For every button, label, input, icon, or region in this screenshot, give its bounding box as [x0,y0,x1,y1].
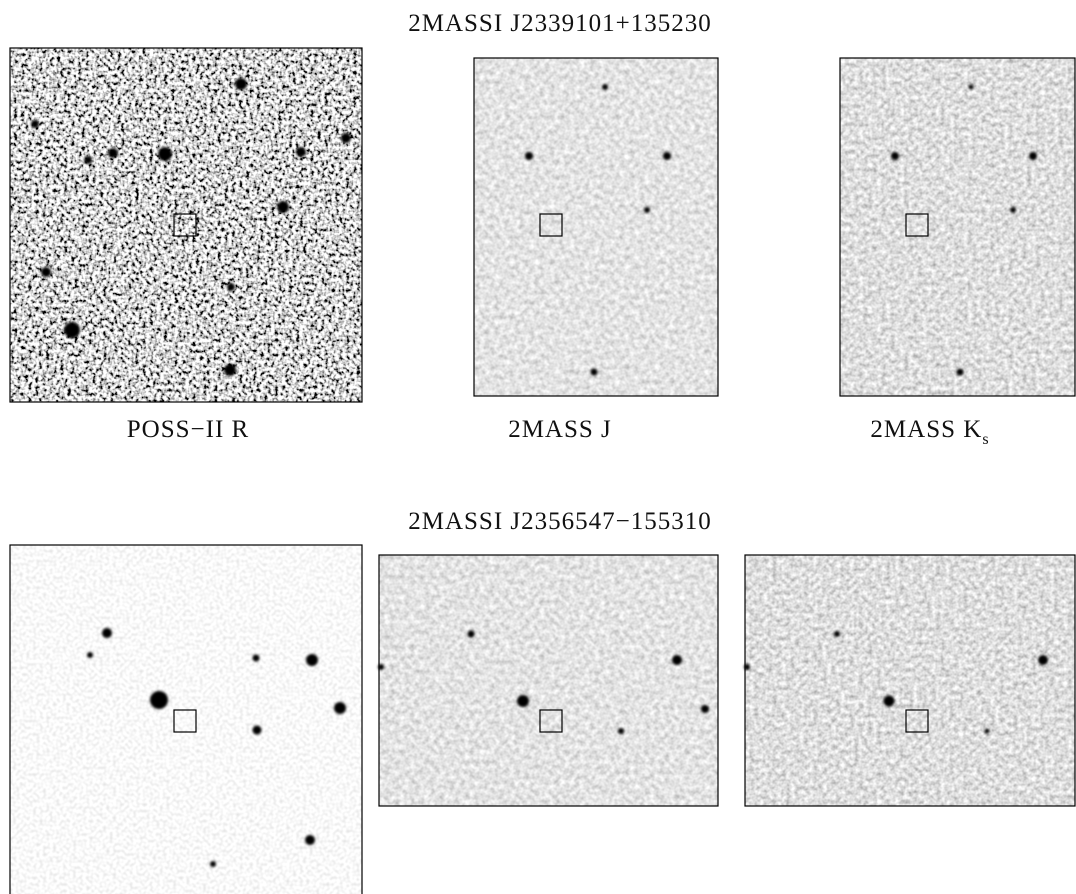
panel-label: POSS−II R [127,416,249,443]
image-2mass-ks [744,555,1075,806]
label-main: 2MASS K [870,416,982,443]
panel-label: 2MASS Ks [870,416,989,448]
image-2mass-j [474,58,718,396]
image-poss [10,48,362,402]
panel-title: 2MASSI J2356547−155310 [408,508,712,535]
figure: 2MASSI J2339101+135230 POSS−II R 2MASS J… [0,0,1076,894]
image-2mass-j [378,555,718,806]
image-poss [10,545,362,894]
panel-title: 2MASSI J2339101+135230 [408,10,712,37]
label-subscript: s [982,431,989,448]
panel-label: 2MASS J [508,416,612,443]
image-2mass-ks [840,58,1075,396]
